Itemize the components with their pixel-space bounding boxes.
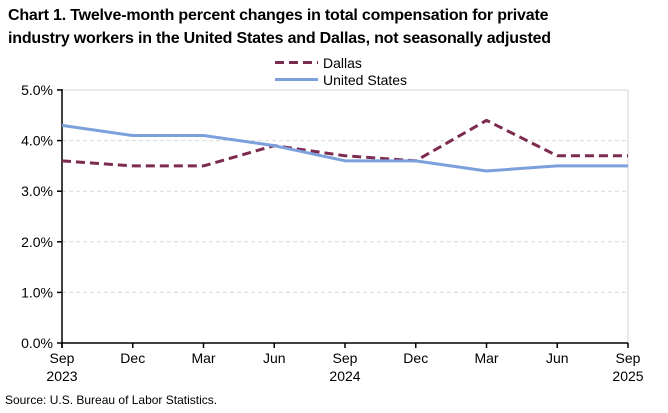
x-axis-label-year: 2024 xyxy=(329,368,360,384)
x-axis-label-month: Dec xyxy=(403,350,428,366)
legend-item-united-states: United States xyxy=(275,71,407,88)
legend-line-united-states-icon xyxy=(275,78,318,81)
x-axis-label-month: Jun xyxy=(263,350,286,366)
x-axis-label-month: Mar xyxy=(474,350,498,366)
legend-item-dallas: Dallas xyxy=(275,54,407,71)
y-axis-label: 0.0% xyxy=(21,335,53,351)
x-axis-label-year: 2023 xyxy=(46,368,77,384)
chart-title-line2: industry workers in the United States an… xyxy=(8,30,551,47)
y-axis-label: 1.0% xyxy=(21,284,53,300)
x-axis-label-month: Dec xyxy=(120,350,145,366)
x-axis-label-month: Sep xyxy=(616,350,641,366)
legend-label-united-states: United States xyxy=(323,71,408,88)
y-axis-label: 2.0% xyxy=(21,234,53,250)
chart-title-line1: Chart 1. Twelve-month percent changes in… xyxy=(8,7,549,24)
y-axis-label: 5.0% xyxy=(21,82,53,98)
x-axis-label-month: Jun xyxy=(546,350,569,366)
series-line-united-states xyxy=(61,123,628,173)
y-axis-label: 3.0% xyxy=(21,183,53,199)
y-axis-label: 4.0% xyxy=(21,133,53,149)
source-note: Source: U.S. Bureau of Labor Statistics. xyxy=(5,393,218,407)
series-line-dallas xyxy=(61,118,628,168)
x-axis-label-month: Sep xyxy=(333,350,358,366)
legend-line-dallas-icon xyxy=(275,61,318,64)
x-axis-label-month: Mar xyxy=(191,350,215,366)
x-axis-label-year: 2025 xyxy=(612,368,643,384)
legend-label-dallas: Dallas xyxy=(323,54,362,71)
legend: Dallas United States xyxy=(275,54,407,88)
chart-title: Chart 1. Twelve-month percent changes in… xyxy=(8,4,662,50)
x-axis-label-month: Sep xyxy=(50,350,75,366)
